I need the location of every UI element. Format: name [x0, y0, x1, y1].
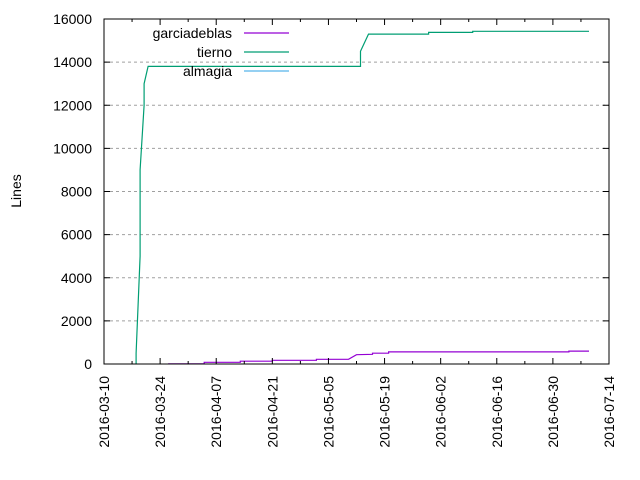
legend: garciadeblas tierno almagia — [153, 25, 289, 79]
y-tick-label: 16000 — [53, 11, 92, 27]
x-tick-label: 2016-03-24 — [152, 376, 168, 448]
x-tick-label: 2016-06-16 — [489, 376, 505, 448]
y-axis-label: Lines — [8, 174, 24, 207]
series-garciadeblas — [168, 350, 589, 365]
y-tick-label: 14000 — [53, 54, 92, 70]
y-tick-label: 10000 — [53, 140, 92, 156]
x-tick-label: 2016-05-19 — [377, 376, 393, 448]
x-tick-label: 2016-05-05 — [320, 376, 336, 448]
y-tick-label: 12000 — [53, 97, 92, 113]
series-tierno — [135, 30, 589, 364]
legend-label-almagia: almagia — [183, 63, 232, 79]
x-tick-label: 2016-04-07 — [208, 376, 224, 448]
x-tick-label: 2016-04-21 — [264, 376, 280, 448]
x-tick-label: 2016-07-14 — [601, 376, 617, 448]
legend-label-tierno: tierno — [197, 44, 232, 60]
x-axis: 2016-03-10 2016-03-24 2016-04-07 2016-04-21… — [96, 19, 617, 448]
legend-label-garciadeblas: garciadeblas — [153, 25, 232, 41]
x-tick-label: 2016-06-02 — [433, 376, 449, 448]
y-tick-label: 2000 — [61, 313, 92, 329]
x-tick-label: 2016-03-10 — [96, 376, 112, 448]
data-series — [135, 30, 589, 365]
y-tick-label: 0 — [84, 356, 92, 372]
y-tick-label: 8000 — [61, 184, 92, 200]
x-tick-label: 2016-06-30 — [545, 376, 561, 448]
y-tick-label: 6000 — [61, 227, 92, 243]
y-tick-label: 4000 — [61, 270, 92, 286]
grid-lines — [104, 61, 609, 322]
y-axis: 0 2000 4000 6000 8000 10000 12000 14000 16000 — [53, 11, 609, 372]
